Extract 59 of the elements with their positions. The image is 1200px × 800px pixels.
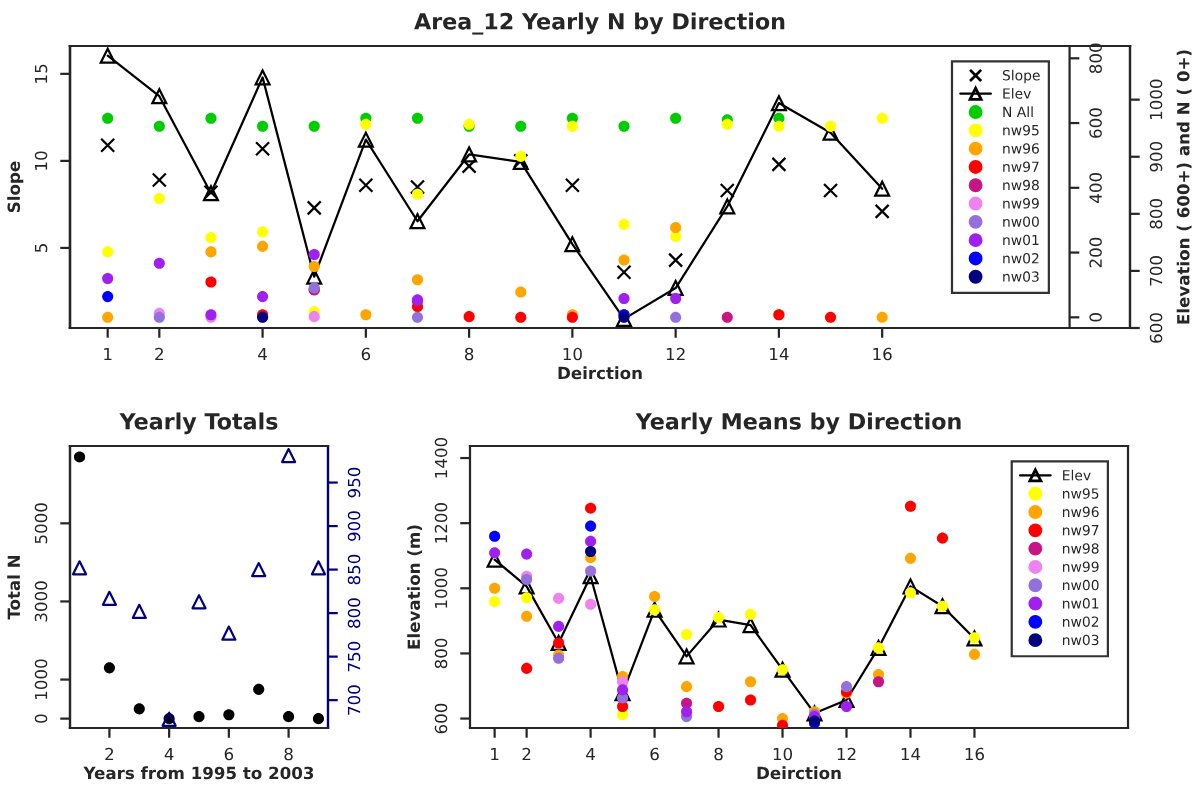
y3-tick-label: 400 bbox=[1089, 173, 1102, 203]
x-axis-title: Deirction bbox=[558, 366, 642, 380]
y2-tick-label: 700 bbox=[1149, 256, 1163, 286]
x-tick-label: 14 bbox=[901, 747, 921, 761]
y2-tick-label: 1000 bbox=[1149, 79, 1163, 120]
x-tick-label: 4 bbox=[258, 347, 267, 361]
y2-tick-label: 950 bbox=[347, 467, 361, 498]
x-tick-label: 16 bbox=[873, 347, 892, 361]
y-tick-label: 600 bbox=[434, 703, 448, 734]
x-tick-label: 4 bbox=[586, 747, 595, 761]
x-tick-label: 10 bbox=[563, 347, 582, 361]
chart-title: Area_12 Yearly N by Direction bbox=[414, 12, 785, 35]
y-tick-label: 0 bbox=[34, 714, 48, 723]
y-tick-label: 1000 bbox=[34, 659, 48, 699]
x-tick-label: 6 bbox=[224, 747, 234, 761]
y2-tick-label: 800 bbox=[1149, 199, 1163, 229]
chart-title: Yearly Means by Direction bbox=[635, 412, 961, 435]
y-tick-label: 800 bbox=[434, 638, 448, 669]
y2-tick-label: 700 bbox=[347, 685, 361, 715]
x-tick-label: 14 bbox=[770, 347, 789, 361]
x-tick-label: 8 bbox=[714, 747, 723, 761]
y2-tick-label: 600 bbox=[1149, 313, 1163, 343]
x-tick-label: 2 bbox=[155, 347, 163, 361]
x-tick-label: 6 bbox=[361, 347, 371, 361]
y2-tick-label: 800 bbox=[347, 598, 361, 628]
x-tick-label: 1 bbox=[104, 347, 112, 361]
y-axis-title: Slope bbox=[7, 161, 24, 213]
chart-title: Yearly Totals bbox=[119, 412, 278, 435]
y2-tick-label: 750 bbox=[347, 641, 361, 672]
x-tick-label: 8 bbox=[284, 747, 293, 761]
y-tick-label: 10 bbox=[34, 151, 48, 170]
x-tick-label: 1 bbox=[491, 747, 499, 761]
y-tick-label: 1200 bbox=[434, 503, 448, 543]
y-axis-title: Elevation (m) bbox=[407, 525, 423, 649]
y3-tick-label: 600 bbox=[1089, 108, 1102, 138]
y2-tick-label: 900 bbox=[347, 511, 361, 541]
x-tick-label: 6 bbox=[650, 747, 659, 761]
y-tick-label: 1000 bbox=[434, 568, 448, 608]
x-tick-label: 10 bbox=[773, 747, 793, 761]
x-axis-title: Deirction bbox=[757, 766, 841, 780]
y3-tick-label: 200 bbox=[1089, 237, 1102, 268]
y2-axis-title: Elevation ( 600+) and N ( 0+) bbox=[1176, 50, 1192, 324]
x-tick-label: 16 bbox=[965, 747, 985, 761]
y-axis-title: Total N bbox=[7, 555, 21, 620]
y2-tick-label: 850 bbox=[347, 554, 361, 585]
x-tick-label: 12 bbox=[666, 347, 685, 361]
y-tick-label: 1400 bbox=[434, 437, 448, 478]
y2-tick-label: 900 bbox=[1149, 141, 1163, 172]
y-tick-label: 5000 bbox=[34, 503, 48, 544]
y-tick-label: 15 bbox=[34, 64, 48, 83]
x-axis-title: Years from 1995 to 2003 bbox=[83, 766, 314, 780]
y-tick-label: 3000 bbox=[34, 581, 48, 622]
y-tick-label: 5 bbox=[34, 244, 48, 252]
x-tick-label: 4 bbox=[164, 747, 174, 761]
x-tick-label: 12 bbox=[837, 747, 856, 761]
x-tick-label: 2 bbox=[105, 747, 114, 761]
x-tick-label: 2 bbox=[522, 747, 531, 761]
x-tick-label: 8 bbox=[464, 347, 474, 361]
y3-tick-label: 0 bbox=[1089, 313, 1102, 322]
